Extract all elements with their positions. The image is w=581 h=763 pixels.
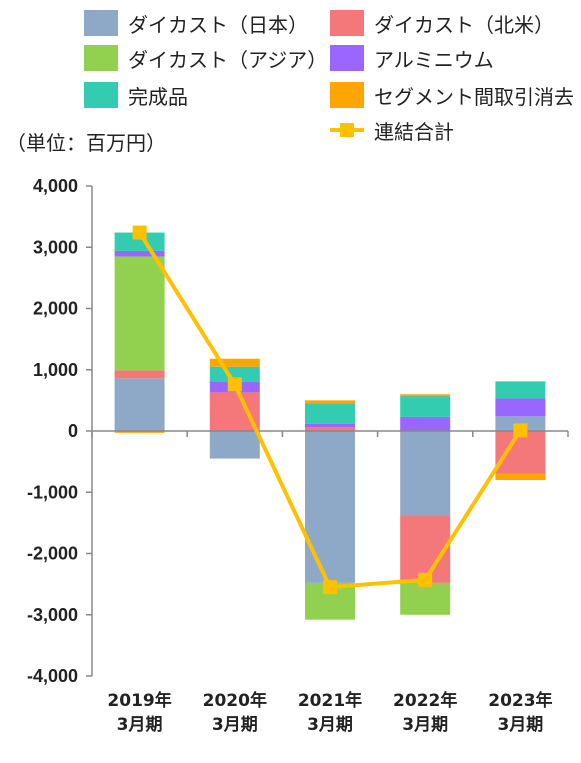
bar-na-5 [495, 431, 546, 474]
bar-na-4 [400, 515, 451, 583]
legend-swatch-total [330, 117, 364, 143]
bar-fin-1 [114, 232, 165, 251]
y-tick-label: 2,000 [33, 299, 78, 319]
x-category-label-year: 2021年 [298, 690, 362, 711]
y-tick-label: -1,000 [27, 482, 78, 502]
bar-seg-2 [209, 358, 260, 367]
legend-label-fin: 完成品 [128, 84, 188, 109]
bar-jp-3 [305, 431, 355, 583]
bar-asia-4 [400, 582, 451, 615]
bar-seg-1 [114, 431, 165, 433]
legend-item-fin: 完成品 [84, 82, 188, 109]
legend-label-total: 連結合計 [374, 119, 454, 144]
bar-asia-1 [114, 256, 165, 371]
total-point-3 [323, 580, 337, 595]
bar-al-1 [114, 250, 165, 257]
legend-item-seg: セグメント間取引消去 [330, 82, 574, 109]
total-point-1 [132, 225, 147, 240]
bar-jp-4 [400, 431, 451, 516]
bar-seg-5 [495, 473, 546, 480]
x-category-label-month: 3月期 [307, 715, 353, 735]
y-tick-label: -2,000 [27, 544, 78, 564]
bar-fin-4 [400, 396, 451, 417]
legend: ダイカスト（日本） ダイカスト（北米） ダイカスト（アジア） アルミニウム 完成… [0, 0, 581, 160]
x-category-label-year: 2023年 [488, 690, 552, 711]
bar-al-5 [495, 398, 546, 417]
legend-label-jp: ダイカスト（日本） [128, 12, 308, 37]
y-tick-label: 3,000 [33, 237, 78, 257]
bar-fin-2 [209, 366, 260, 382]
x-category-label-year: 2022年 [393, 690, 457, 711]
x-category-label-month: 3月期 [117, 715, 163, 735]
x-category-label-year: 2019年 [107, 690, 171, 711]
legend-label-seg: セグメント間取引消去 [374, 84, 574, 109]
total-point-5 [513, 423, 528, 438]
bar-al-4 [400, 416, 451, 431]
bar-seg-4 [400, 394, 451, 397]
legend-label-na: ダイカスト（北米） [374, 12, 554, 37]
legend-item-total: 連結合計 [330, 117, 454, 144]
legend-item-al: アルミニウム [330, 45, 494, 72]
legend-swatch-fin [84, 82, 118, 108]
legend-swatch-asia [84, 45, 118, 71]
bar-seg-3 [305, 400, 355, 404]
legend-label-al: アルミニウム [374, 47, 494, 72]
legend-swatch-na [330, 10, 364, 36]
bar-jp-1 [114, 378, 165, 431]
legend-label-asia: ダイカスト（アジア） [128, 47, 328, 72]
bar-fin-5 [495, 381, 546, 399]
bar-fin-3 [305, 403, 355, 424]
legend-item-na: ダイカスト（北米） [330, 10, 554, 37]
x-category-label-month: 3月期 [497, 715, 543, 735]
y-tick-label: -4,000 [27, 666, 78, 686]
y-tick-label: -3,000 [27, 605, 78, 625]
unit-label: （単位：百万円） [6, 131, 166, 155]
bar-jp-2 [209, 431, 260, 459]
legend-swatch-seg [330, 82, 364, 108]
y-tick-label: 1,000 [33, 360, 78, 380]
y-tick-label: 4,000 [33, 176, 78, 196]
legend-item-jp: ダイカスト（日本） [84, 10, 308, 37]
x-category-label-month: 3月期 [402, 715, 448, 735]
x-category-label-month: 3月期 [212, 715, 258, 735]
bar-al-3 [305, 423, 355, 428]
bar-na-1 [114, 370, 165, 379]
legend-item-asia: ダイカスト（アジア） [84, 45, 328, 72]
x-category-label-year: 2020年 [203, 690, 267, 711]
bar-na-3 [305, 427, 355, 431]
total-point-4 [418, 572, 433, 587]
legend-swatch-al [330, 45, 364, 71]
y-tick-label: 0 [68, 421, 78, 441]
legend-swatch-jp [84, 10, 118, 36]
total-point-2 [227, 377, 242, 392]
